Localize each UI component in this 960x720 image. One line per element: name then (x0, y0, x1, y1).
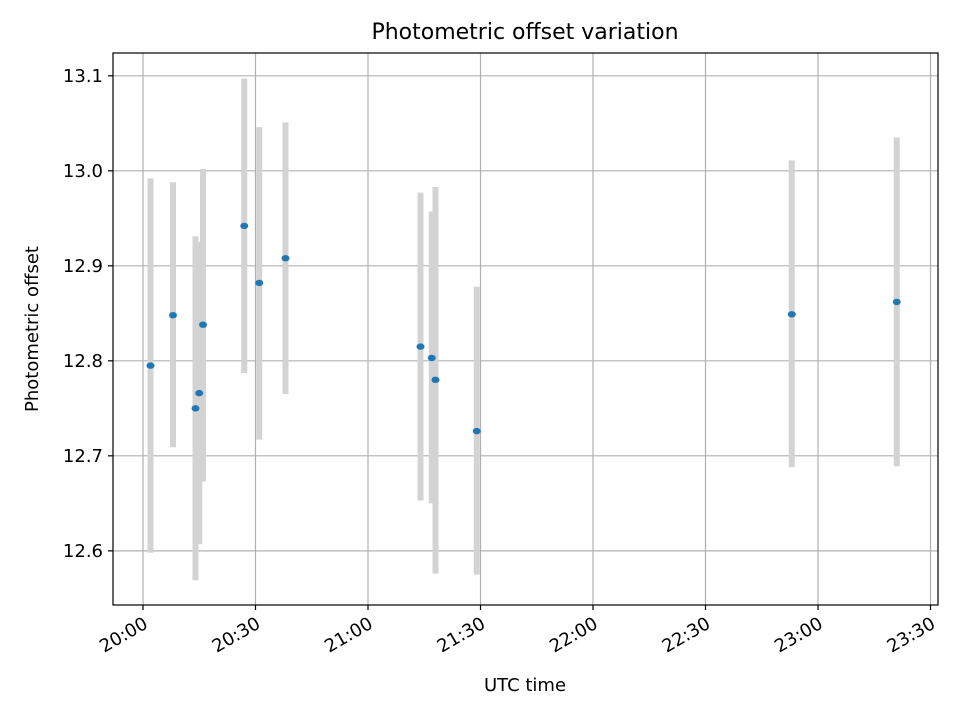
y-tick-label: 12.8 (63, 351, 103, 372)
data-point (146, 362, 155, 369)
error-bars (147, 78, 900, 581)
x-tick-label: 20:00 (96, 613, 151, 657)
x-tick-label: 23:00 (771, 613, 826, 657)
x-tick-label: 21:30 (434, 613, 489, 657)
grid (113, 53, 938, 605)
y-tick-label: 12.6 (63, 541, 103, 562)
x-axis-ticks: 20:00 20:30 21:00 21:30 22:00 22:30 23:00 23:30 (96, 605, 939, 657)
data-point (416, 343, 425, 350)
data-point (787, 311, 796, 318)
data-point (427, 354, 436, 362)
x-tick-label: 20:30 (209, 613, 264, 657)
chart-title: Photometric offset variation (371, 20, 678, 45)
data-point (169, 312, 177, 319)
data-point (240, 222, 249, 230)
y-tick-label: 13.0 (63, 161, 103, 182)
y-axis-ticks: 12.6 12.7 12.8 12.9 13.0 13.1 (63, 66, 113, 562)
data-point (281, 255, 290, 262)
data-point (472, 427, 481, 435)
x-tick-label: 22:00 (546, 613, 601, 657)
x-axis-label: UTC time (484, 675, 566, 696)
data-point (255, 279, 264, 287)
x-tick-label: 21:00 (321, 613, 376, 657)
data-point (199, 321, 207, 328)
y-tick-label: 12.7 (63, 446, 103, 467)
data-points (146, 222, 901, 435)
y-tick-label: 12.9 (63, 256, 103, 277)
plot-frame (112, 52, 939, 606)
y-axis-label: Photometric offset (22, 246, 43, 412)
data-point (431, 376, 440, 384)
x-tick-label: 22:30 (659, 613, 714, 657)
data-point (191, 405, 200, 412)
y-tick-label: 13.1 (63, 66, 103, 87)
data-point (892, 298, 901, 306)
x-tick-label: 23:30 (884, 613, 939, 657)
data-point (195, 389, 204, 397)
